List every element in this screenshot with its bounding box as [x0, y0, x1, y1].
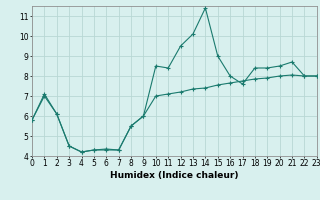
X-axis label: Humidex (Indice chaleur): Humidex (Indice chaleur) [110, 171, 239, 180]
